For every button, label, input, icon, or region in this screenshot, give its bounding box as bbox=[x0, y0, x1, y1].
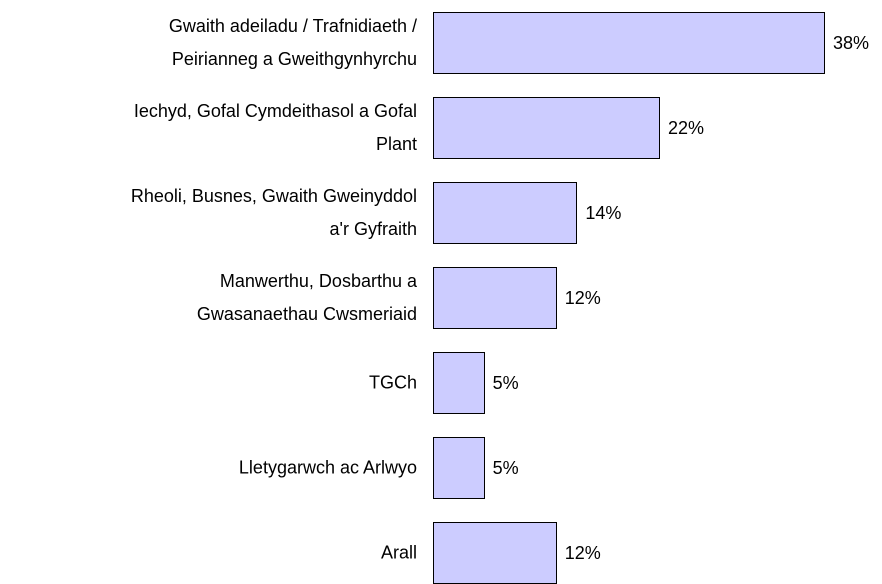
value-label: 22% bbox=[667, 118, 704, 138]
value-label: 5% bbox=[492, 373, 519, 393]
value-label: 5% bbox=[492, 458, 519, 478]
category-label: Gwaith adeiladu / Trafnidiaeth / Peirian… bbox=[168, 16, 417, 69]
bar bbox=[433, 267, 557, 329]
value-label: 14% bbox=[585, 203, 622, 223]
category-label: Manwerthu, Dosbarthu a Gwasanaethau Cwsm… bbox=[196, 271, 417, 324]
value-label: 38% bbox=[833, 33, 870, 53]
category-label: Arall bbox=[380, 542, 417, 563]
bar bbox=[433, 437, 485, 499]
value-label: 12% bbox=[564, 288, 601, 308]
category-label: Rheoli, Busnes, Gwaith Gweinyddol a'r Gy… bbox=[130, 186, 417, 239]
value-label: 12% bbox=[564, 543, 601, 563]
bar bbox=[433, 97, 660, 159]
bar bbox=[433, 12, 825, 74]
bar bbox=[433, 522, 557, 584]
category-label: Lletygarwch ac Arlwyo bbox=[238, 457, 417, 478]
bar bbox=[433, 352, 485, 414]
category-label: Iechyd, Gofal Cymdeithasol a Gofal Plant bbox=[133, 101, 417, 154]
category-label: TGCh bbox=[368, 372, 417, 393]
bar bbox=[433, 182, 578, 244]
